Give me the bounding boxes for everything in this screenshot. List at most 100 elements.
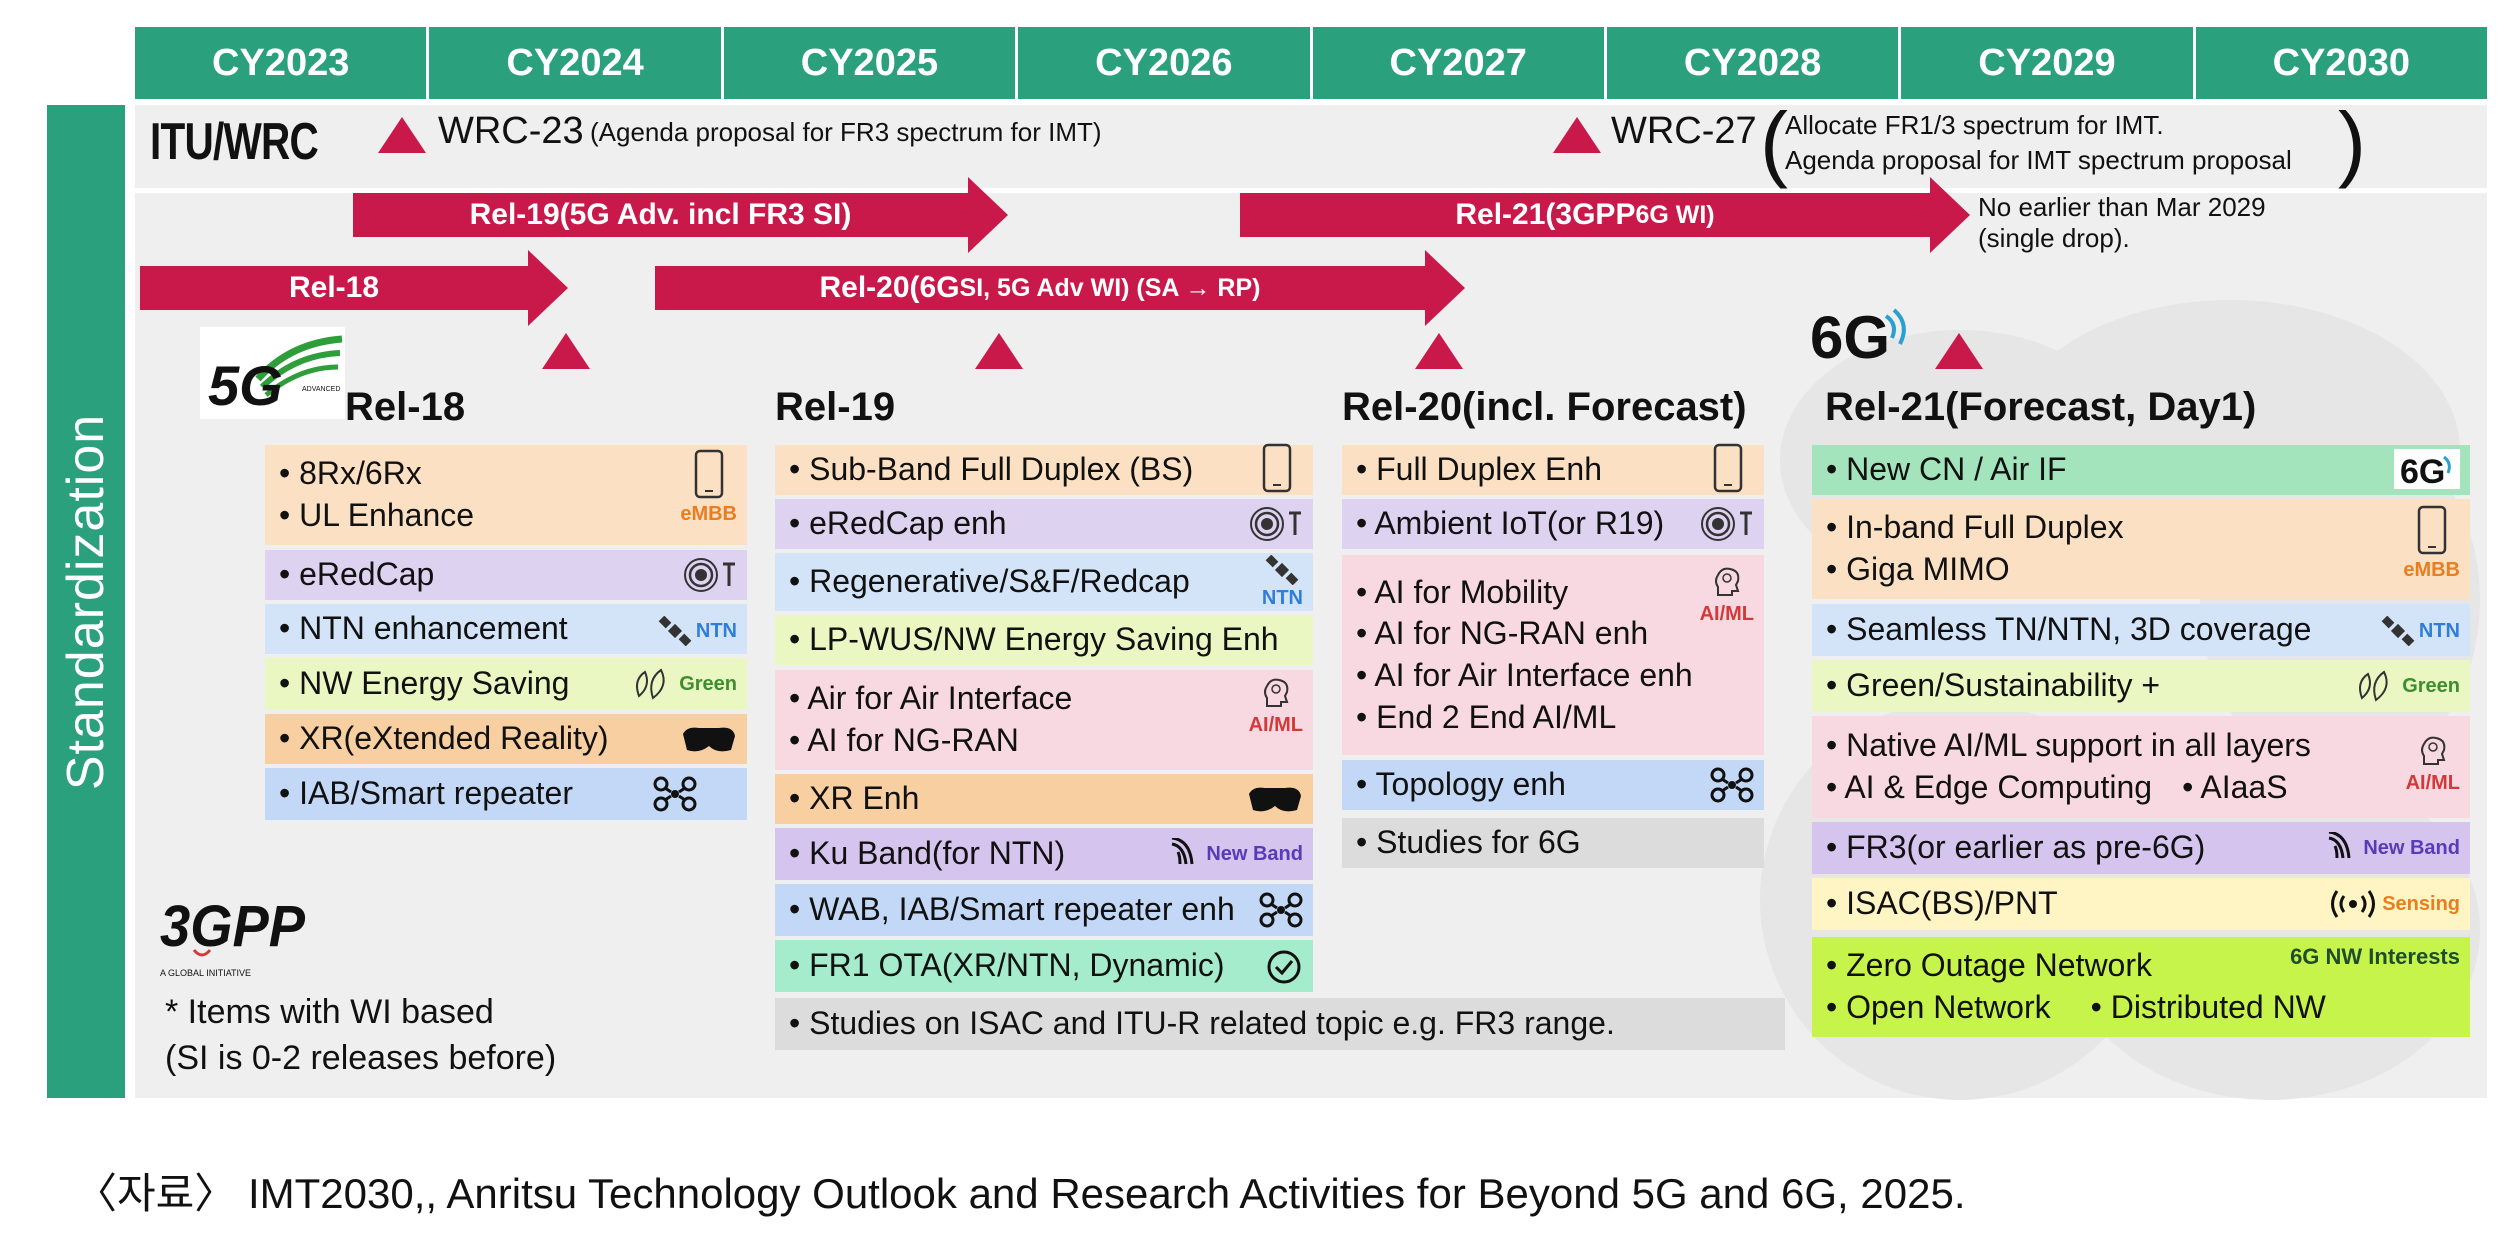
sensing-tag-label: Sensing (2382, 893, 2460, 915)
item-line-row: AI & Edge Computing • AIaaS (1826, 767, 2470, 809)
aiml-tag: AI/ML (2406, 734, 2460, 796)
embb-tag-label: eMBB (680, 503, 737, 525)
satellite-icon (658, 616, 692, 646)
item-line: Ambient IoT(or R19) (1356, 503, 1764, 545)
item-line: Ku Band(for NTN) (789, 833, 1313, 875)
rel18-item-eredcap: eRedCap (265, 550, 747, 600)
wave-icon (2328, 832, 2351, 859)
year-cell: CY2025 (723, 27, 1019, 99)
6g-tag: 6G (2394, 449, 2460, 489)
year-cell: CY2023 (135, 27, 430, 99)
sidebar-label: Standardization (57, 413, 116, 790)
item-extra: • Distributed NW (2090, 989, 2326, 1025)
rel21-item-fr3: FR3(or earlier as pre-6G) New Band (1812, 822, 2470, 874)
item-line: FR3(or earlier as pre-6G) (1826, 827, 2470, 869)
rel21-marker (1935, 333, 1983, 369)
rel21-note-line: (single drop). (1978, 223, 2130, 254)
item-line: Giga MIMO (1826, 549, 2470, 591)
xr-tag (679, 724, 737, 756)
item-line: UL Enhance (279, 495, 747, 537)
ntn-tag-label: NTN (2418, 620, 2460, 642)
brain-icon (2420, 736, 2446, 765)
vr-headset-icon (683, 727, 735, 752)
leaf-icon (2359, 670, 2388, 702)
6g-logo-icon: 6G (1810, 304, 1906, 371)
rel19-arrow-label: Rel-19(5G Adv. incl FR3 SI) (469, 198, 852, 231)
rel20-item-topology: Topology enh (1342, 760, 1764, 810)
wrc27-description-1: Allocate FR1/3 spectrum for IMT. (1785, 110, 2164, 140)
rel19-title: Rel-19 (775, 385, 896, 429)
standardization-sidebar: Standardization (47, 105, 125, 1098)
itu-band (135, 105, 2487, 188)
newband-tag-label: New Band (1206, 843, 1303, 865)
rel19-item-sbfd: Sub-Band Full Duplex (BS) (775, 443, 1313, 495)
year-cell: CY2024 (429, 27, 724, 99)
footnote-line: * Items with WI based (165, 993, 494, 1031)
rel18-item-green: NW Energy Saving Green (265, 658, 747, 710)
newband-tag-label: New Band (2363, 837, 2460, 859)
check-icon (1267, 950, 1301, 984)
rel18-arrow: Rel-18 (140, 250, 568, 326)
6g-logo-icon: 6G (2394, 449, 2460, 489)
node-tag (653, 776, 697, 812)
item-line: Sub-Band Full Duplex (BS) (789, 449, 1313, 491)
item-line: IAB/Smart repeater (279, 773, 747, 815)
5g-swoosh-icon: 5G ADVANCED (208, 335, 343, 417)
check-tag (1265, 948, 1303, 986)
wrc23-label: WRC-23 (438, 110, 584, 152)
rel18-arrow-label: Rel-18 (288, 271, 380, 304)
rel20-arrow-label-small: SI, 5G Adv WI) (SA → RP) (959, 273, 1261, 302)
phone-icon (1262, 443, 1292, 493)
rel21-arrow: Rel-21(3GPP 6G WI) (1240, 177, 1970, 253)
item-line: NW Energy Saving (279, 663, 747, 705)
item-line: AI & Edge Computing (1826, 767, 2152, 809)
svg-text:6G: 6G (2400, 453, 2445, 489)
rel21-item-isac: ISAC(BS)/PNT Sensing (1812, 878, 2470, 930)
year-header: CY2023 CY2024 CY2025 CY2026 CY2027 CY202… (135, 27, 2487, 99)
network-node-icon (1710, 767, 1754, 803)
rel21-note-line: No earlier than Mar 2029 (1978, 192, 2266, 222)
brain-icon (1263, 678, 1289, 707)
rel19-marker (975, 333, 1023, 369)
3gpp-logo-text: 3GPP (160, 894, 305, 959)
rel20-item-studies6g: Studies for 6G (1342, 818, 1764, 868)
item-line: eRedCap enh (789, 503, 1313, 545)
rel18-item-iab: IAB/Smart repeater (265, 768, 747, 820)
network-node-icon (1259, 892, 1303, 928)
aiml-tag: AI/ML (1700, 565, 1754, 627)
xr-tag (1245, 784, 1303, 816)
paren-open: ( (1760, 95, 1788, 189)
vr-headset-icon (1249, 787, 1301, 812)
item-line: AI for NG-RAN (789, 720, 1313, 762)
item-extra: • AIaaS (2182, 769, 2288, 805)
green-tag-label: Green (679, 673, 737, 695)
rel21-item-6gnw: Zero Outage Network Open Network • Distr… (1812, 937, 2470, 1037)
ntn-tag-label: NTN (695, 620, 737, 642)
paren-close: ) (2338, 95, 2366, 189)
node-tag (1259, 892, 1303, 928)
embb-tag: eMBB (680, 449, 737, 527)
phone-icon (694, 449, 723, 499)
item-line: Regenerative/S&F/Redcap (789, 561, 1313, 603)
ntn-tag: NTN (2381, 616, 2460, 646)
footnote: * Items with WI based (SI is 0-2 release… (165, 990, 556, 1082)
rel19-item-lpwus: LP-WUS/NW Energy Saving Enh (775, 615, 1313, 665)
embb-tag-label: eMBB (2403, 559, 2460, 581)
iot-tag (1247, 507, 1303, 541)
rel21-arrow-label-small: 6G WI) (1635, 200, 1715, 229)
wrc27-description-2: Agenda proposal for IMT spectrum proposa… (1785, 145, 2292, 175)
phone-tag (1261, 443, 1293, 493)
3gpp-logo-icon: 3GPP A GLOBAL INITIATIVE (160, 894, 305, 978)
iot-icon (1701, 507, 1752, 541)
rel20-item-fullduplex: Full Duplex Enh (1342, 443, 1764, 495)
wave-icon (1171, 838, 1194, 865)
year-cell: CY2029 (1901, 27, 2196, 99)
green-tag: Green (2354, 668, 2460, 704)
aiml-tag: AI/ML (1249, 676, 1303, 738)
5g-advanced-logo: 5G ADVANCED (200, 327, 345, 419)
rel18-item-embb: 8Rx/6Rx UL Enhance eMBB (265, 445, 747, 545)
rel19-arrow: Rel-19(5G Adv. incl FR3 SI) (353, 177, 1008, 253)
item-line: Native AI/ML support in all layers (1826, 725, 2470, 767)
rel19-item-xr: XR Enh (775, 774, 1313, 824)
item-line: AI for Air Interface enh (1356, 655, 1764, 697)
